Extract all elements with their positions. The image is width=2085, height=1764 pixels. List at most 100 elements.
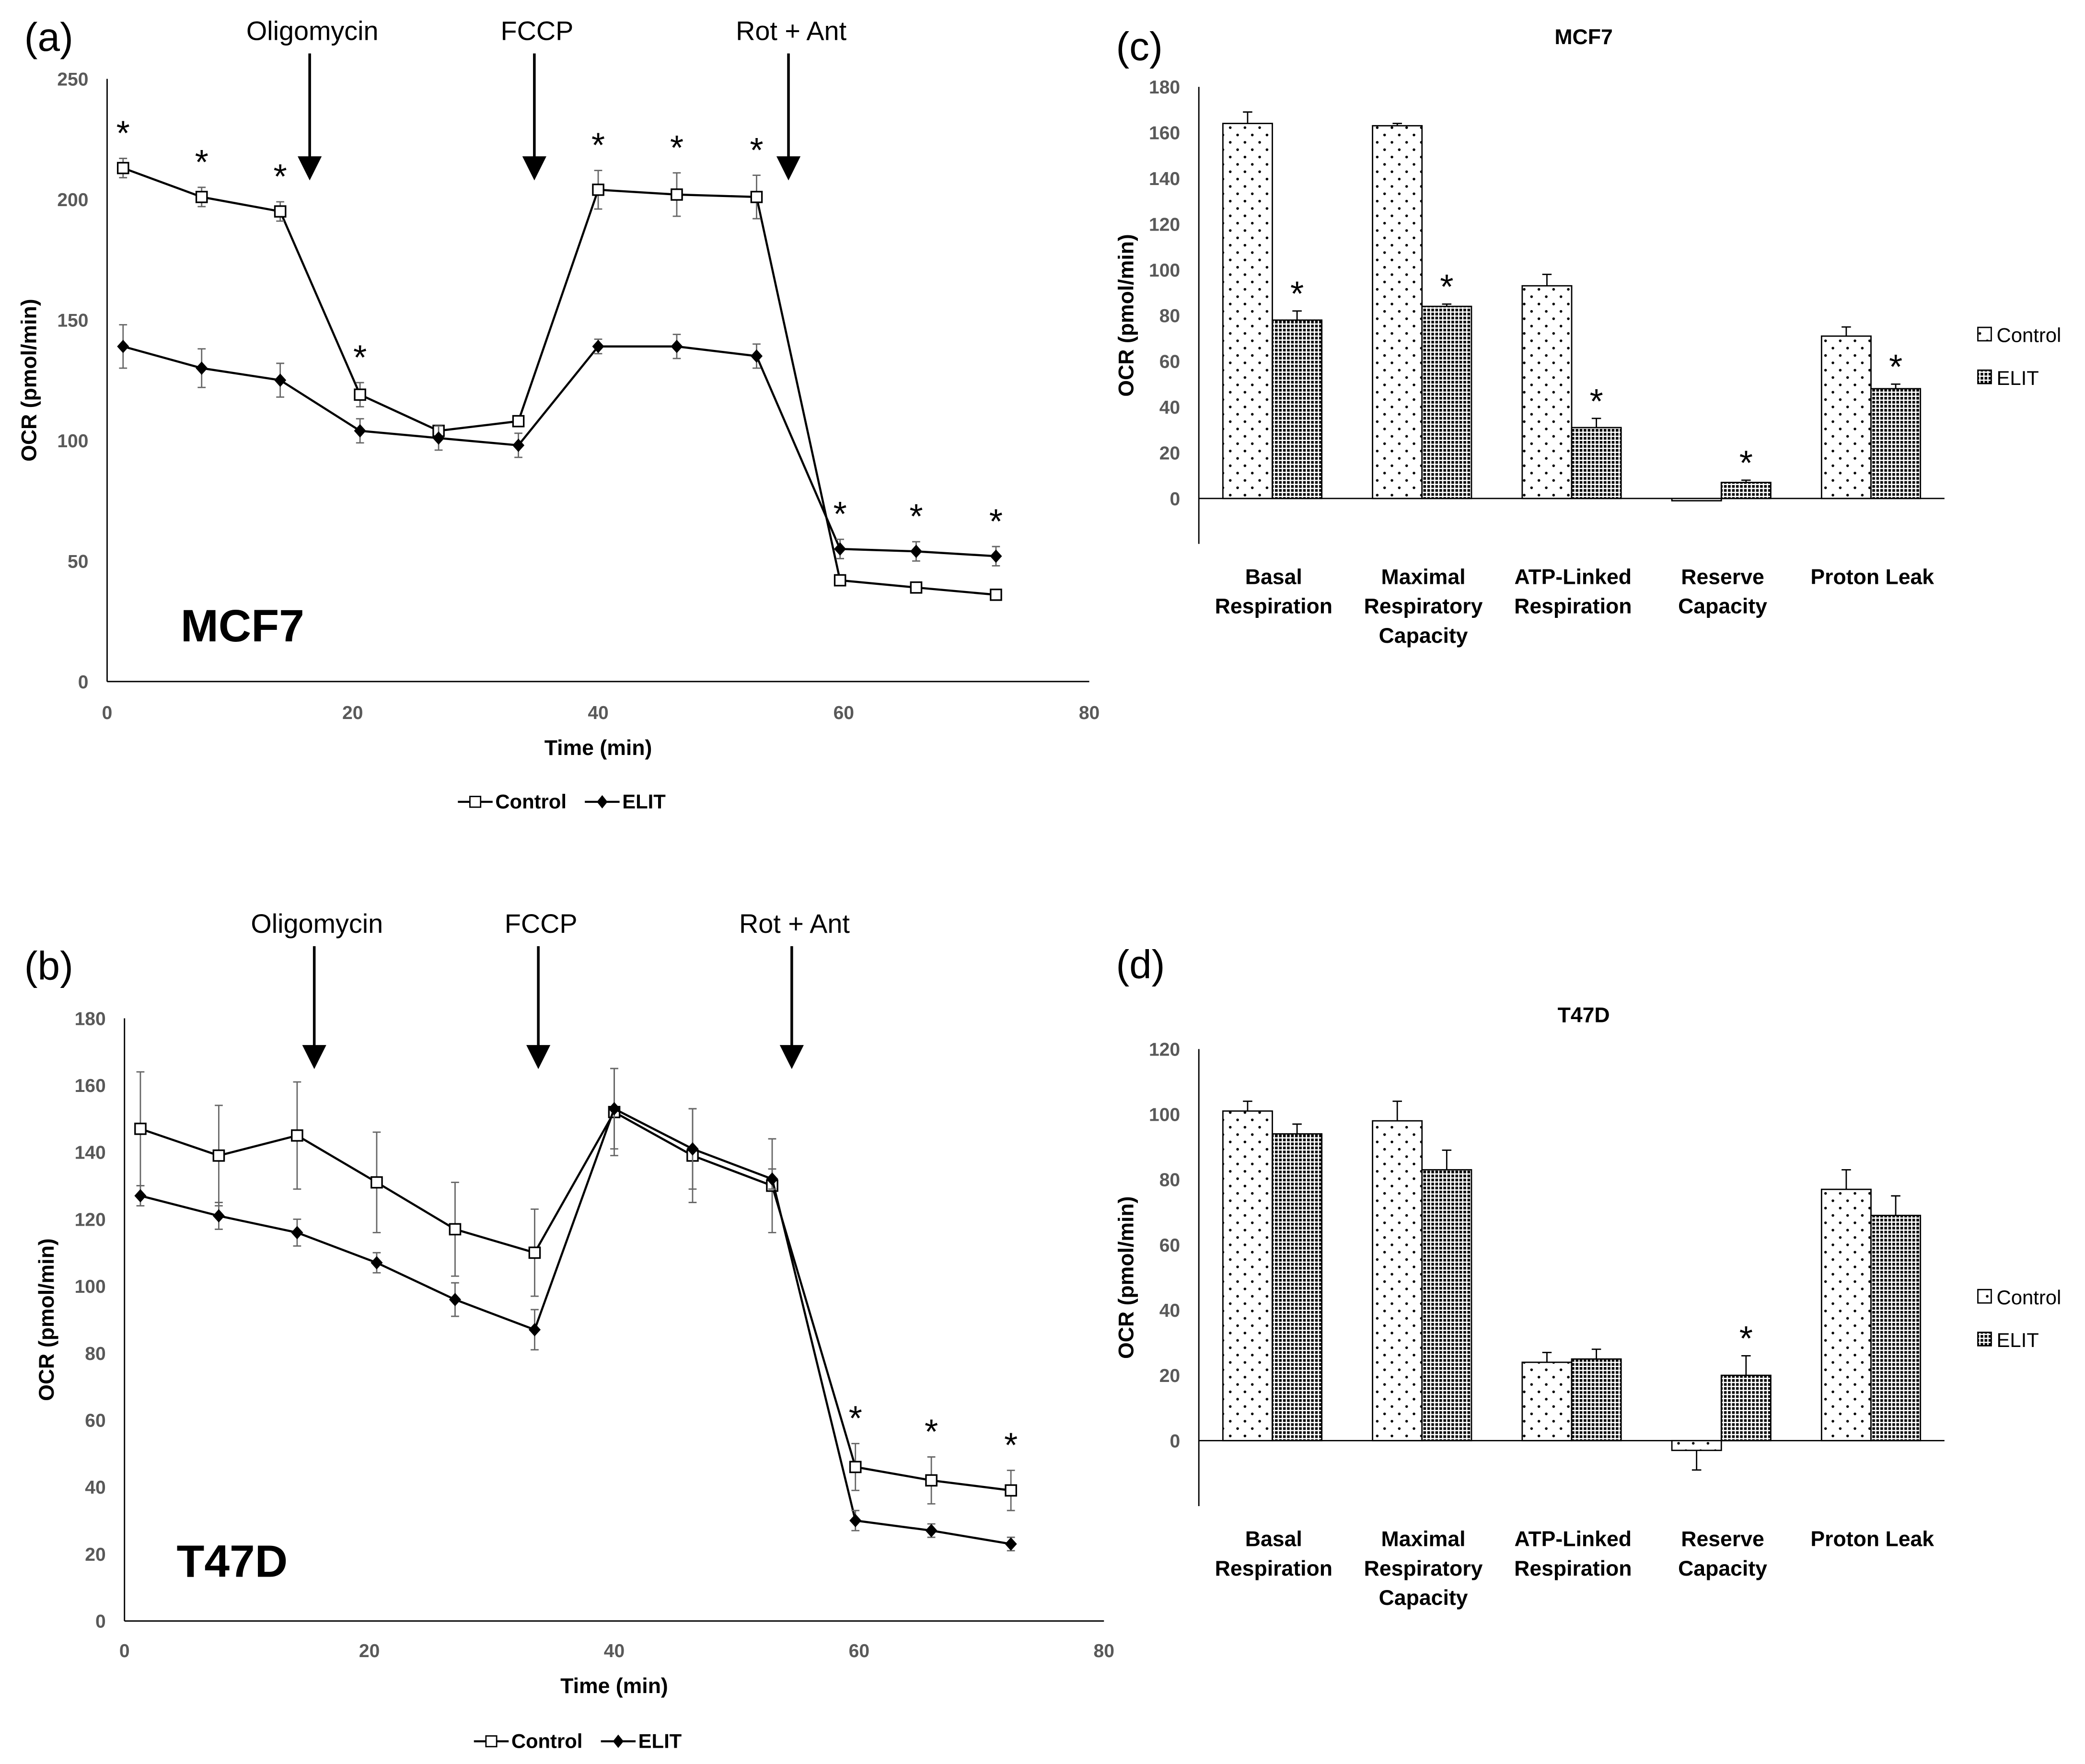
- error-bar: [1741, 1355, 1751, 1376]
- bar-control: [1671, 498, 1722, 502]
- legend-label-control: Control: [1997, 1286, 2062, 1309]
- y-tick-label: 100: [1149, 1105, 1180, 1126]
- data-point-control: [291, 1129, 303, 1142]
- series-line-elit: [140, 1107, 1011, 1545]
- category-label: Respiration: [1215, 595, 1332, 618]
- bar-elit: [1272, 319, 1323, 499]
- error-bar: [1292, 1123, 1302, 1134]
- x-axis-title: Time (min): [544, 736, 652, 760]
- bar-control: [1671, 1439, 1722, 1451]
- data-point-elit: [766, 1172, 778, 1186]
- y-tick-label: 50: [68, 551, 88, 572]
- category-label: ATP-Linked: [1515, 565, 1632, 589]
- data-point-elit: [449, 1293, 461, 1307]
- data-point-elit: [212, 1209, 225, 1223]
- category-label: Capacity: [1379, 1586, 1468, 1610]
- x-tick-label: 60: [849, 1641, 869, 1661]
- bar-control: [1820, 335, 1872, 499]
- category-label: Capacity: [1678, 1557, 1767, 1580]
- arrow-head: [522, 156, 546, 181]
- arrow-head: [526, 1045, 551, 1069]
- category-label: Basal: [1245, 565, 1302, 589]
- series-line-control: [123, 167, 996, 596]
- panel-label: (c): [1116, 23, 1163, 69]
- bar-elit: [1720, 1374, 1772, 1441]
- legend-label-control: Control: [495, 790, 567, 813]
- y-tick-label: 60: [1159, 352, 1180, 372]
- bar-elit: [1870, 1215, 1922, 1441]
- bar-control: [1521, 1361, 1573, 1441]
- injection-label: Oligomycin: [251, 909, 383, 939]
- error-bar: [1891, 383, 1900, 389]
- data-point-elit: [910, 545, 922, 558]
- y-tick-label: 80: [85, 1344, 105, 1364]
- y-tick-label: 150: [57, 310, 88, 331]
- data-point-control: [750, 191, 763, 203]
- data-point-control: [134, 1123, 147, 1135]
- data-point-control: [371, 1176, 383, 1189]
- category-label: Proton Leak: [1810, 1528, 1934, 1551]
- error-bar: [1243, 1101, 1252, 1111]
- data-point-control: [449, 1223, 462, 1236]
- data-point-control: [1005, 1484, 1017, 1497]
- data-point-elit: [990, 549, 1002, 563]
- legend-label-elit: ELIT: [1997, 1329, 2039, 1351]
- significance-star: *: [1889, 348, 1902, 386]
- bar-chart-d: (d) T47D 0 20 40 60 80 100 120 OCR (pmol/min) Basa…: [1115, 942, 2062, 1610]
- y-tick-label: 20: [1159, 443, 1180, 464]
- panel-label: (b): [24, 943, 73, 988]
- error-bar: [1392, 123, 1402, 126]
- data-point-control: [274, 205, 287, 218]
- line-chart-a: (a) 0 50 100 150 200 250 0 20 40 60 80 Time (min) OCR…: [18, 14, 1100, 813]
- data-point-elit: [925, 1524, 938, 1538]
- error-bar: [1292, 310, 1302, 320]
- y-tick-label: 60: [1159, 1235, 1180, 1256]
- data-point-elit: [1005, 1537, 1017, 1551]
- significance-star: *: [834, 495, 847, 534]
- bar-control: [1222, 123, 1273, 499]
- bar-elit: [1720, 482, 1772, 499]
- legend-label-control: Control: [511, 1730, 583, 1752]
- bar-control: [1521, 285, 1573, 499]
- y-tick-label: 120: [1149, 1039, 1180, 1060]
- data-point-control: [528, 1246, 541, 1259]
- significance-star: *: [1739, 444, 1753, 483]
- error-bar: [1392, 1101, 1402, 1121]
- y-tick-label: 200: [57, 190, 88, 210]
- y-tick-label: 0: [1170, 489, 1180, 510]
- data-point-elit: [528, 1323, 541, 1336]
- category-label: Reserve: [1681, 1528, 1764, 1551]
- category-label: Respiratory: [1364, 595, 1483, 618]
- y-tick-label: 20: [85, 1544, 105, 1565]
- legend-swatch-elit: [1977, 369, 1992, 384]
- error-bar: [1591, 418, 1601, 428]
- bar-elit: [1272, 1133, 1323, 1441]
- y-tick-label: 20: [1159, 1366, 1180, 1386]
- error-bar: [1741, 479, 1751, 483]
- data-point-control: [990, 588, 1002, 601]
- data-point-control: [354, 388, 366, 401]
- legend-marker-control: [485, 1735, 498, 1748]
- data-point-elit: [274, 373, 287, 387]
- data-point-control: [116, 162, 129, 174]
- legend-label-elit: ELIT: [638, 1730, 682, 1752]
- y-tick-label: 180: [1149, 77, 1180, 98]
- data-point-control: [512, 415, 525, 428]
- data-point-elit: [134, 1189, 147, 1203]
- error-bar: [1442, 303, 1452, 307]
- y-tick-label: 140: [75, 1143, 106, 1163]
- injection-label: Rot + Ant: [739, 909, 850, 939]
- significance-star: *: [1440, 267, 1453, 306]
- category-label: ATP-Linked: [1515, 1528, 1632, 1551]
- data-point-elit: [834, 542, 846, 556]
- bar-elit: [1421, 305, 1472, 499]
- chart-title: MCF7: [1554, 25, 1612, 49]
- significance-star: *: [1739, 1319, 1753, 1358]
- arrow-head: [779, 1045, 804, 1069]
- significance-star: *: [1290, 275, 1304, 313]
- data-point-control: [925, 1474, 938, 1487]
- error-bar: [1842, 1169, 1851, 1190]
- error-bar: [1243, 111, 1252, 124]
- cell-line-label: MCF7: [181, 601, 304, 651]
